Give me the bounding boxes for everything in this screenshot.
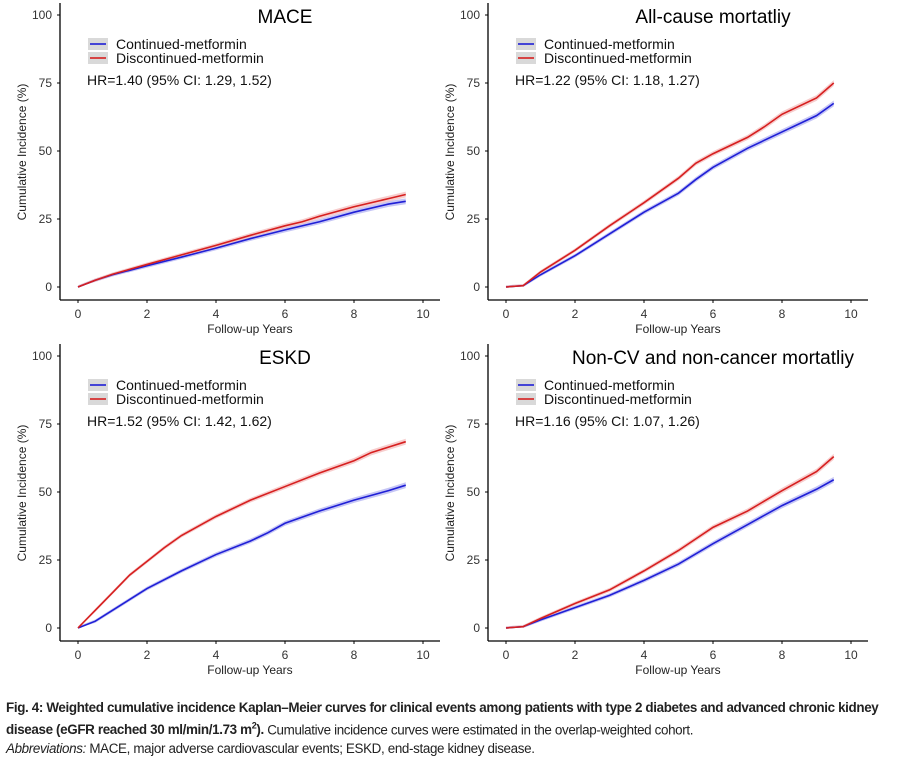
x-axis-label: Follow-up Years [635, 322, 720, 336]
series-line [77, 193, 406, 288]
legend-label: Discontinued-metformin [116, 50, 264, 66]
y-tick-label: 75 [467, 76, 481, 90]
hazard-ratio-annotation: HR=1.52 (95% CI: 1.42, 1.62) [87, 413, 272, 429]
figure-caption: Fig. 4: Weighted cumulative incidence Ka… [6, 698, 911, 758]
y-tick-label: 50 [39, 485, 53, 499]
x-tick-label: 6 [282, 648, 289, 662]
caption-label: Fig. 4: [6, 700, 43, 715]
legend-label: Discontinued-metformin [544, 391, 692, 407]
series-line [505, 82, 835, 288]
x-tick-label: 4 [213, 648, 220, 662]
confidence-band [506, 100, 834, 287]
y-tick-label: 50 [467, 485, 481, 499]
y-tick-label: 100 [32, 349, 52, 363]
legend-label: Continued-metformin [116, 377, 247, 393]
y-tick-label: 100 [32, 8, 52, 22]
chart-title: Non-CV and non-cancer mortatliy [572, 348, 854, 369]
confidence-band [506, 476, 834, 628]
y-tick-label: 0 [473, 280, 480, 294]
hazard-ratio-annotation: HR=1.22 (95% CI: 1.18, 1.27) [515, 72, 700, 88]
chart-panel: 0 25 50 75 100 0 2 4 6 8 10 Follow-up Years Cumulati… [15, 3, 440, 336]
x-tick-label: 4 [213, 307, 220, 321]
x-tick-label: 0 [503, 307, 510, 321]
x-tick-label: 4 [641, 648, 648, 662]
y-axis-label: Cumulative Incidence (%) [15, 425, 29, 562]
y-tick-label: 0 [45, 280, 52, 294]
chart-title: ESKD [259, 348, 311, 369]
y-tick-label: 25 [39, 212, 53, 226]
chart-panel: 0 25 50 75 100 0 2 4 6 8 10 Follow-up Years Cumulati… [15, 344, 440, 677]
confidence-band [506, 453, 834, 628]
chart-panel: 0 25 50 75 100 0 2 4 6 8 10 Follow-up Years Cumulati… [443, 3, 868, 336]
legend-label: Discontinued-metformin [116, 391, 264, 407]
x-tick-label: 2 [144, 648, 151, 662]
x-tick-label: 10 [416, 307, 430, 321]
hazard-ratio-annotation: HR=1.16 (95% CI: 1.07, 1.26) [515, 413, 700, 429]
legend-label: Continued-metformin [544, 36, 675, 52]
y-axis-label: Cumulative Incidence (%) [443, 84, 457, 221]
caption-body: Cumulative incidence curves were estimat… [267, 722, 694, 738]
legend-label: Continued-metformin [544, 377, 675, 393]
x-tick-label: 6 [282, 307, 289, 321]
y-tick-label: 25 [467, 212, 481, 226]
x-tick-label: 8 [779, 307, 786, 321]
x-tick-label: 8 [779, 648, 786, 662]
x-tick-label: 0 [75, 648, 82, 662]
x-axis-label: Follow-up Years [207, 663, 292, 677]
chart-title: MACE [258, 7, 313, 28]
series-line [77, 484, 406, 629]
x-tick-label: 2 [572, 648, 579, 662]
hazard-ratio-annotation: HR=1.40 (95% CI: 1.29, 1.52) [87, 72, 272, 88]
series-line [77, 440, 406, 629]
y-tick-label: 75 [39, 76, 53, 90]
x-tick-label: 10 [416, 648, 430, 662]
series-line [505, 456, 835, 629]
legend-label: Discontinued-metformin [544, 50, 692, 66]
x-axis-label: Follow-up Years [207, 322, 292, 336]
y-tick-label: 100 [460, 349, 480, 363]
x-tick-label: 10 [844, 307, 858, 321]
caption-abbrev-label: Abbreviations: [6, 741, 86, 757]
x-tick-label: 6 [710, 307, 717, 321]
legend-label: Continued-metformin [116, 36, 247, 52]
x-tick-label: 0 [75, 307, 82, 321]
y-tick-label: 75 [39, 417, 53, 431]
caption-title: Weighted cumulative incidence Kaplan–Mei… [6, 700, 879, 738]
y-tick-label: 50 [467, 144, 481, 158]
y-axis-label: Cumulative Incidence (%) [15, 84, 29, 221]
chart-panel: 0 25 50 75 100 0 2 4 6 8 10 Follow-up Years Cumulati… [443, 344, 868, 677]
x-tick-label: 2 [144, 307, 151, 321]
x-tick-label: 8 [351, 648, 358, 662]
x-tick-label: 6 [710, 648, 717, 662]
x-tick-label: 0 [503, 648, 510, 662]
y-axis-label: Cumulative Incidence (%) [443, 425, 457, 562]
caption-abbrev: MACE, major adverse cardiovascular event… [89, 741, 535, 757]
confidence-band [78, 482, 406, 628]
x-tick-label: 8 [351, 307, 358, 321]
x-tick-label: 4 [641, 307, 648, 321]
y-tick-label: 25 [39, 553, 53, 567]
chart-title: All-cause mortatliy [635, 7, 791, 28]
series-line [505, 102, 835, 288]
x-tick-label: 10 [844, 648, 858, 662]
y-tick-label: 75 [467, 417, 481, 431]
series-line [505, 479, 835, 629]
y-tick-label: 50 [39, 144, 53, 158]
y-tick-label: 25 [467, 553, 481, 567]
x-tick-label: 2 [572, 307, 579, 321]
x-axis-label: Follow-up Years [635, 663, 720, 677]
y-tick-label: 0 [45, 621, 52, 635]
y-tick-label: 0 [473, 621, 480, 635]
y-tick-label: 100 [460, 8, 480, 22]
